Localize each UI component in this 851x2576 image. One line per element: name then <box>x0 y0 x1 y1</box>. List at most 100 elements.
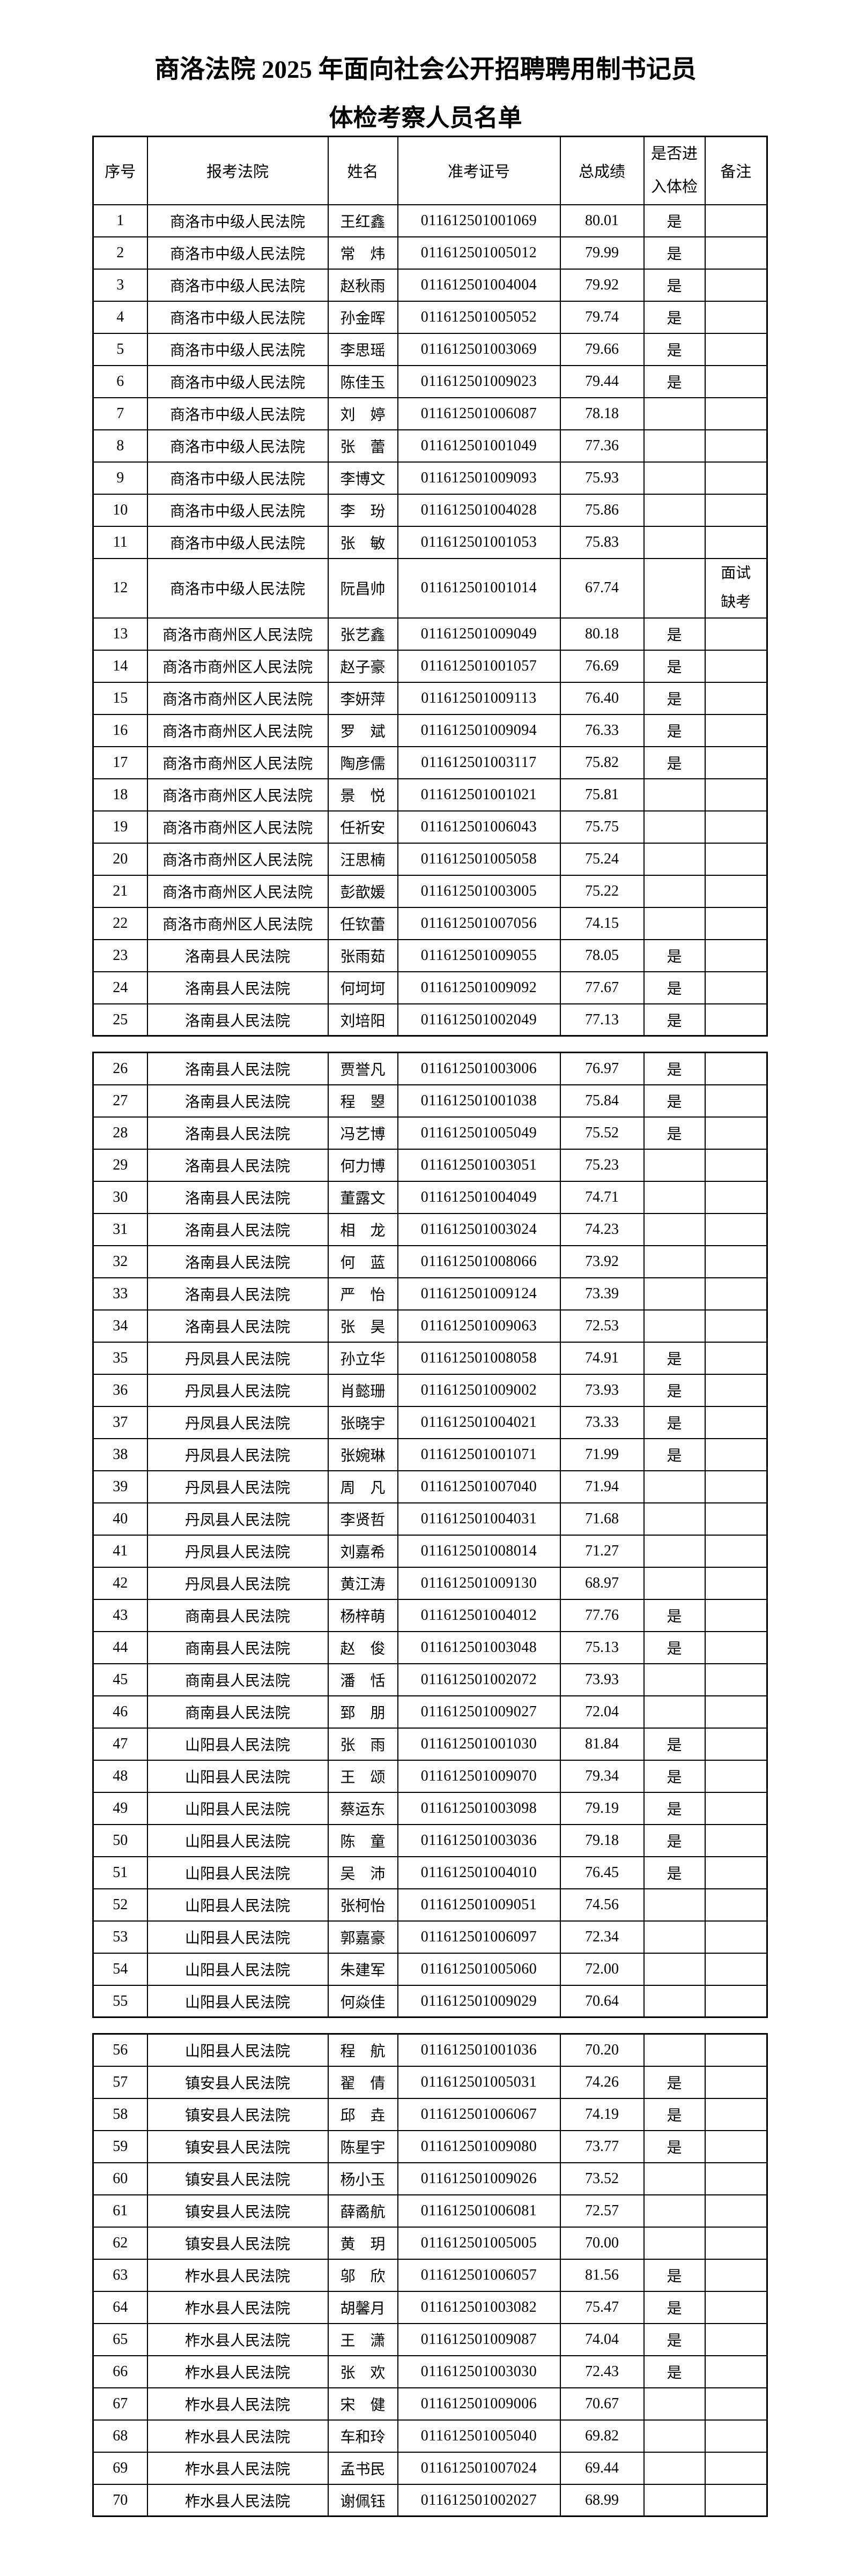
cell-score: 73.93 <box>559 1663 645 1696</box>
table-row: 70 柞水县人民法院 谢佩钰 011612501002027 68.99 <box>92 2483 768 2517</box>
cell-remark <box>704 939 768 972</box>
cell-ticket: 011612501009049 <box>397 617 561 651</box>
cell-index: 25 <box>92 1003 148 1037</box>
cell-name: 郅 朋 <box>327 1695 398 1729</box>
table-row: 68 柞水县人民法院 车和玲 011612501005040 69.82 <box>92 2419 768 2453</box>
cell-score: 72.34 <box>559 1920 645 1954</box>
cell-enter-exam <box>643 1148 706 1182</box>
cell-score: 76.45 <box>559 1856 645 1889</box>
cell-court: 山阳县人民法院 <box>146 1759 329 1793</box>
cell-name: 汪思楠 <box>327 842 398 876</box>
cell-court: 洛南县人民法院 <box>146 971 329 1004</box>
cell-index: 48 <box>92 1759 148 1793</box>
cell-index: 28 <box>92 1116 148 1150</box>
cell-name: 相 龙 <box>327 1212 398 1246</box>
cell-remark <box>704 906 768 940</box>
cell-ticket: 011612501008014 <box>397 1534 561 1568</box>
cell-ticket: 011612501006081 <box>397 2194 561 2228</box>
cell-ticket: 011612501003036 <box>397 1823 561 1857</box>
table-header: 序号 报考法院 姓名 准考证号 总成绩 是否进入体检 备注 <box>92 136 768 205</box>
cell-name: 潘 恬 <box>327 1663 398 1696</box>
cell-court: 山阳县人民法院 <box>146 1920 329 1954</box>
cell-enter-exam: 是 <box>643 971 706 1004</box>
cell-score: 78.18 <box>559 397 645 430</box>
cell-name: 彭歆媛 <box>327 874 398 908</box>
cell-remark <box>704 2226 768 2260</box>
cell-ticket: 011612501004021 <box>397 1405 561 1439</box>
cell-court: 商洛市中级人民法院 <box>146 364 329 398</box>
cell-court: 丹凤县人民法院 <box>146 1534 329 1568</box>
cell-index: 61 <box>92 2194 148 2228</box>
cell-court: 洛南县人民法院 <box>146 1052 329 1085</box>
cell-remark <box>704 1534 768 1568</box>
table-row: 53 山阳县人民法院 郭嘉豪 011612501006097 72.34 <box>92 1920 768 1954</box>
cell-court: 镇安县人民法院 <box>146 2194 329 2228</box>
cell-ticket: 011612501009070 <box>397 1759 561 1793</box>
cell-name: 朱建军 <box>327 1952 398 1986</box>
cell-enter-exam: 是 <box>643 1052 706 1085</box>
table-row: 12 商洛市中级人民法院 阮昌帅 011612501001014 67.74 面试缺考 <box>92 557 768 619</box>
cell-score: 75.93 <box>559 461 645 495</box>
cell-enter-exam: 是 <box>643 1116 706 1150</box>
cell-court: 洛南县人民法院 <box>146 1212 329 1246</box>
cell-ticket: 011612501005052 <box>397 300 561 334</box>
cell-ticket: 011612501006057 <box>397 2258 561 2292</box>
cell-ticket: 011612501003005 <box>397 874 561 908</box>
table-row: 23 洛南县人民法院 张雨茹 011612501009055 78.05 是 <box>92 939 768 972</box>
cell-court: 商洛市商州区人民法院 <box>146 778 329 811</box>
cell-remark <box>704 1631 768 1664</box>
cell-score: 75.75 <box>559 810 645 844</box>
cell-court: 洛南县人民法院 <box>146 1148 329 1182</box>
cell-ticket: 011612501007040 <box>397 1470 561 1503</box>
table-row: 52 山阳县人民法院 张柯怡 011612501009051 74.56 <box>92 1888 768 1922</box>
cell-court: 商洛市中级人民法院 <box>146 461 329 495</box>
cell-court: 丹凤县人民法院 <box>146 1341 329 1375</box>
cell-score: 71.99 <box>559 1438 645 1471</box>
cell-court: 山阳县人民法院 <box>146 1984 329 2018</box>
table-row: 3 商洛市中级人民法院 赵秋雨 011612501004004 79.92 是 <box>92 268 768 302</box>
cell-remark <box>704 204 768 237</box>
cell-score: 74.71 <box>559 1180 645 1214</box>
table-row: 42 丹凤县人民法院 黄江涛 011612501009130 68.97 <box>92 1566 768 1600</box>
cell-remark <box>704 397 768 430</box>
cell-ticket: 011612501002027 <box>397 2483 561 2517</box>
cell-remark <box>704 2065 768 2099</box>
cell-name: 李妍萍 <box>327 681 398 715</box>
cell-index: 31 <box>92 1212 148 1246</box>
cell-court: 商洛市中级人民法院 <box>146 397 329 430</box>
cell-name: 何 蓝 <box>327 1245 398 1278</box>
cell-index: 3 <box>92 268 148 302</box>
cell-court: 商洛市商州区人民法院 <box>146 713 329 747</box>
cell-ticket: 011612501009092 <box>397 971 561 1004</box>
cell-name: 程 曌 <box>327 1084 398 1118</box>
cell-enter-exam <box>643 1309 706 1343</box>
cell-ticket: 011612501004010 <box>397 1856 561 1889</box>
cell-court: 柞水县人民法院 <box>146 2387 329 2421</box>
table-row: 31 洛南县人民法院相 龙 011612501003024 74.23 <box>92 1212 768 1246</box>
cell-enter-exam <box>643 1534 706 1568</box>
cell-remark <box>704 1856 768 1889</box>
page-subtitle: 体检考察人员名单 <box>329 104 522 131</box>
cell-index: 37 <box>92 1405 148 1439</box>
cell-score: 81.84 <box>559 1727 645 1761</box>
cell-enter-exam: 是 <box>643 1438 706 1471</box>
cell-index: 38 <box>92 1438 148 1471</box>
cell-remark: 面试缺考 <box>704 557 768 619</box>
cell-score: 74.15 <box>559 906 645 940</box>
cell-score: 74.56 <box>559 1888 645 1922</box>
cell-enter-exam: 是 <box>643 2322 706 2356</box>
cell-score: 70.20 <box>559 2033 645 2067</box>
cell-score: 73.39 <box>559 1277 645 1311</box>
cell-court: 洛南县人民法院 <box>146 939 329 972</box>
cell-index: 43 <box>92 1598 148 1632</box>
cell-ticket: 011612501001057 <box>397 649 561 683</box>
table-row: 19 商洛市商州区人民法院 任祈安 011612501006043 75.75 <box>92 810 768 844</box>
header-index: 序号 <box>92 136 148 205</box>
cell-court: 山阳县人民法院 <box>146 1952 329 1986</box>
cell-index: 53 <box>92 1920 148 1954</box>
cell-enter-exam: 是 <box>643 332 706 366</box>
cell-index: 14 <box>92 649 148 683</box>
table-row: 20 商洛市商州区人民法院 汪思楠 011612501005058 75.24 <box>92 842 768 876</box>
cell-enter-exam: 是 <box>643 2065 706 2099</box>
table-row: 10 商洛市中级人民法院李 玢 011612501004028 75.86 <box>92 493 768 527</box>
